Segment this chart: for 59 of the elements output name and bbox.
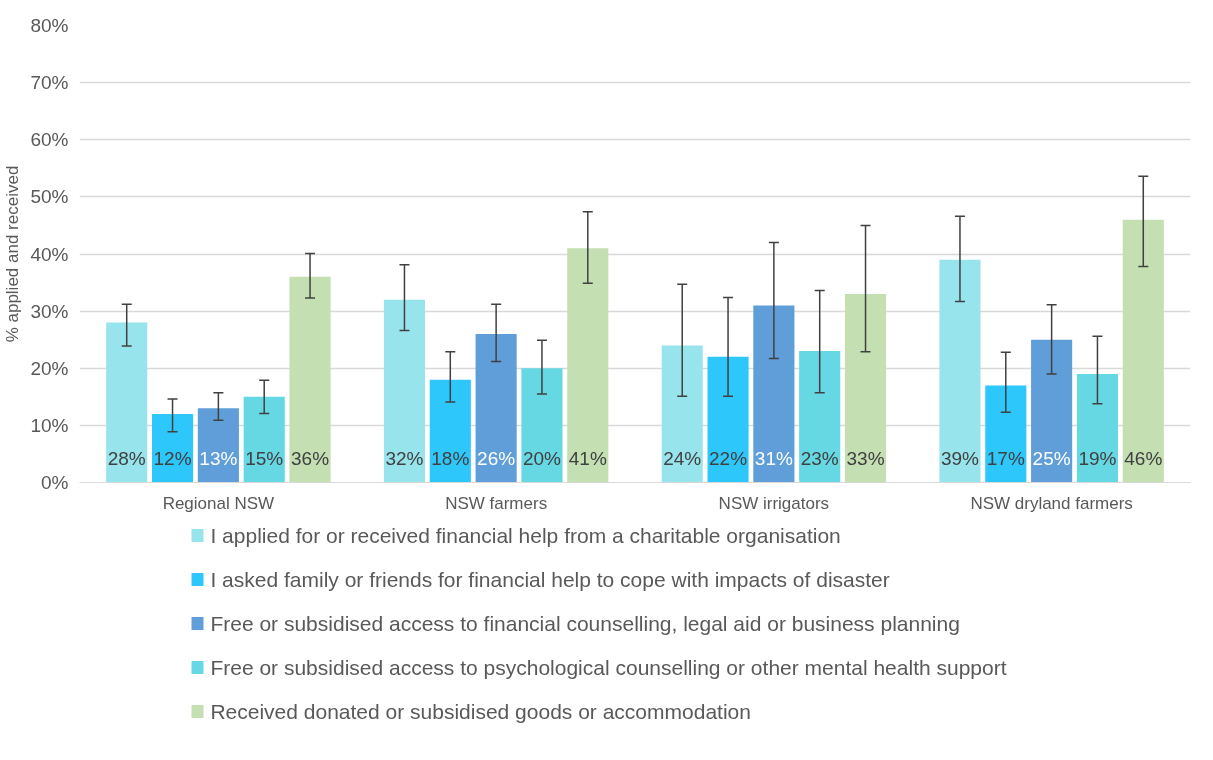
data-label: 23% — [800, 447, 839, 469]
bar — [289, 276, 331, 483]
y-tick-label: 30% — [30, 300, 69, 322]
y-tick-label: 0% — [41, 472, 69, 493]
data-label: 24% — [663, 447, 702, 469]
data-label: 13% — [199, 447, 238, 469]
bar — [1122, 219, 1164, 483]
bar — [1031, 339, 1073, 483]
bar — [521, 368, 563, 483]
data-label: 15% — [245, 447, 284, 469]
data-label: 46% — [1124, 447, 1163, 469]
bar — [429, 379, 471, 483]
data-label: 41% — [568, 447, 607, 469]
data-label: 12% — [153, 447, 192, 469]
y-axis-title: % applied and received — [3, 165, 23, 343]
data-label: 18% — [431, 447, 470, 469]
y-tick-label: 20% — [30, 357, 69, 379]
bar — [707, 356, 749, 483]
legend-label: Free or subsidised access to psychological counselling or other mental health support — [210, 656, 1007, 679]
y-tick-label: 10% — [30, 414, 69, 436]
y-tick-label: 50% — [30, 186, 69, 208]
data-label: 36% — [291, 447, 330, 469]
bar — [1076, 373, 1119, 483]
bar — [661, 345, 703, 483]
data-label: 31% — [754, 447, 793, 469]
bar — [567, 248, 609, 483]
bar — [106, 322, 148, 483]
data-label: 20% — [522, 447, 562, 469]
y-tick-label: 80% — [30, 15, 69, 36]
data-label: 33% — [846, 447, 885, 469]
bar — [243, 396, 285, 483]
bar — [197, 408, 239, 483]
data-label: 39% — [940, 447, 980, 469]
y-tick-label: 40% — [30, 243, 69, 265]
x-tick-label: NSW dryland farmers — [970, 493, 1133, 513]
bar — [383, 299, 426, 483]
data-label: 22% — [709, 447, 748, 469]
bar — [985, 385, 1027, 483]
x-tick-label: NSW irrigators — [718, 493, 830, 513]
data-label: 26% — [477, 447, 516, 469]
y-tick-label: 70% — [30, 72, 69, 94]
legend-label: I asked family or friends for financial help to cope with impacts of disaster — [210, 568, 890, 591]
bar — [475, 333, 517, 483]
legend-label: Free or subsidised access to financial counselling, legal aid or business planning — [210, 612, 960, 635]
bar — [151, 413, 194, 483]
data-label: 25% — [1032, 447, 1071, 469]
data-label: 32% — [385, 447, 424, 469]
data-label: 17% — [986, 447, 1025, 469]
bar — [844, 293, 887, 483]
x-tick-label: Regional NSW — [162, 493, 275, 513]
y-tick-label: 60% — [30, 129, 69, 151]
bar — [799, 351, 841, 483]
bar — [939, 259, 981, 483]
legend-label: I applied for or received financial help from a charitable organisation — [210, 524, 841, 547]
x-tick-label: NSW farmers — [445, 493, 548, 513]
data-label: 28% — [107, 447, 146, 469]
bar — [753, 305, 795, 483]
data-label: 19% — [1078, 447, 1117, 469]
legend-label: Received donated or subsidised goods or accommodation — [210, 700, 751, 723]
